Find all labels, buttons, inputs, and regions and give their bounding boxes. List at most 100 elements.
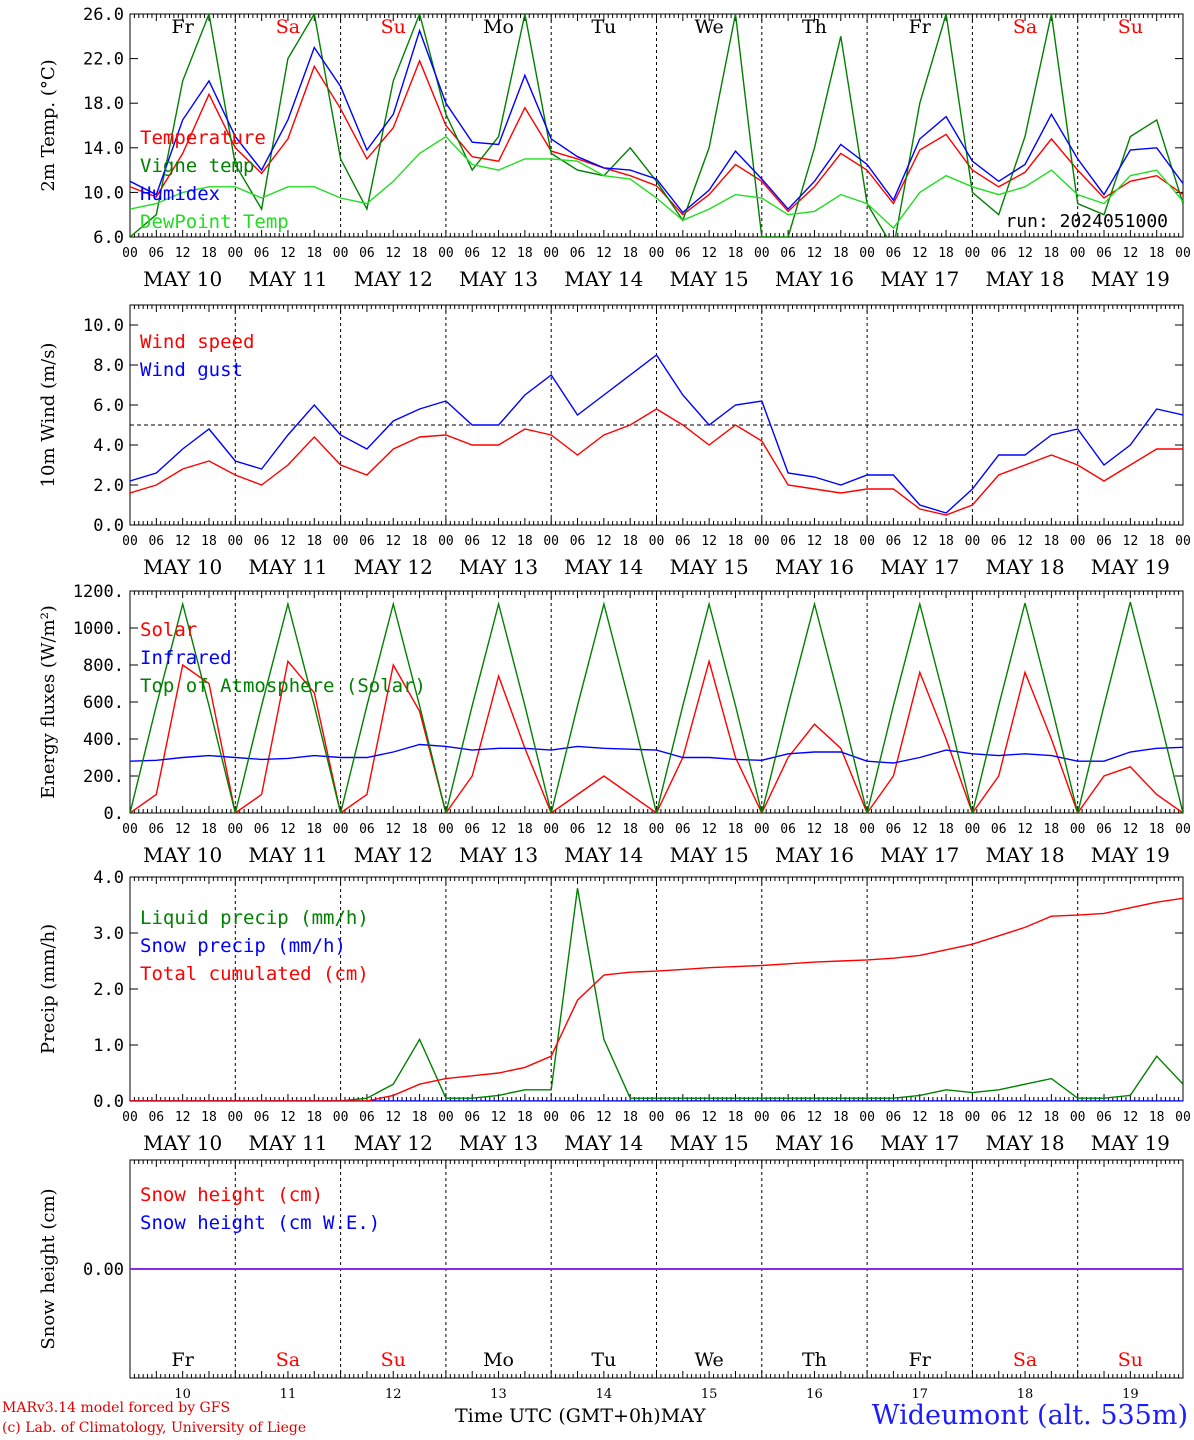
date-label: MAY 17 xyxy=(880,267,959,291)
hour-tick-label: 12 xyxy=(912,1110,928,1125)
hour-tick-label: 06 xyxy=(570,246,586,261)
date-label: MAY 16 xyxy=(775,843,854,867)
hour-tick-label: 00 xyxy=(649,822,665,837)
lab-credit-line: (c) Lab. of Climatology, University of L… xyxy=(2,1420,307,1436)
hour-tick-label: 18 xyxy=(412,1110,428,1125)
hour-tick-label: 00 xyxy=(122,246,138,261)
y-tick-label: 14.0 xyxy=(83,139,124,159)
hour-tick-label: 06 xyxy=(254,822,270,837)
hour-tick-label: 00 xyxy=(543,246,559,261)
hour-tick-label: 18 xyxy=(201,246,217,261)
series-line-total-cumulated-cm- xyxy=(130,897,1183,1101)
hour-tick-label: 12 xyxy=(807,534,823,549)
date-label: MAY 10 xyxy=(143,267,222,291)
date-label: MAY 14 xyxy=(564,1131,643,1155)
hour-tick-label: 06 xyxy=(464,534,480,549)
weekday-label: Su xyxy=(1118,1349,1143,1371)
hour-tick-label: 12 xyxy=(491,822,507,837)
hour-tick-label: 00 xyxy=(754,246,770,261)
hour-tick-label: 00 xyxy=(227,1110,243,1125)
hour-tick-label: 12 xyxy=(596,246,612,261)
series-line-liquid-precip-mm-h- xyxy=(130,888,1183,1101)
y-tick-label: 0.0 xyxy=(93,1092,124,1112)
day-number-label: 13 xyxy=(490,1387,507,1402)
weekday-label: Th xyxy=(802,16,827,38)
hour-tick-label: 06 xyxy=(675,1110,691,1125)
hour-tick-label: 12 xyxy=(491,534,507,549)
hour-tick-label: 12 xyxy=(596,822,612,837)
hour-tick-label: 00 xyxy=(333,246,349,261)
hour-tick-label: 12 xyxy=(701,822,717,837)
y-tick-label: 400. xyxy=(83,730,124,750)
series-line-infrared xyxy=(130,743,1183,764)
hour-tick-label: 00 xyxy=(649,534,665,549)
day-number-label: 17 xyxy=(911,1387,928,1402)
hour-tick-label: 12 xyxy=(807,1110,823,1125)
hour-tick-label: 06 xyxy=(148,822,164,837)
legend-entry: Solar xyxy=(140,619,197,641)
legend-entry: Snow precip (mm/h) xyxy=(140,935,346,957)
hour-tick-label: 18 xyxy=(517,246,533,261)
y-axis-label: Snow height (cm) xyxy=(38,1188,59,1349)
hour-tick-label: 12 xyxy=(175,822,191,837)
date-label: MAY 17 xyxy=(880,555,959,579)
hour-tick-label: 12 xyxy=(280,822,296,837)
hour-tick-label: 06 xyxy=(991,1110,1007,1125)
weekday-label: Th xyxy=(802,1349,827,1371)
hour-tick-label: 18 xyxy=(1044,246,1060,261)
hour-tick-label: 18 xyxy=(938,246,954,261)
day-number-label: 14 xyxy=(596,1387,613,1402)
hour-tick-label: 18 xyxy=(938,822,954,837)
legend-entry: Top of Atmosphere (Solar) xyxy=(140,675,426,697)
hour-tick-label: 12 xyxy=(1017,822,1033,837)
date-label: MAY 16 xyxy=(775,267,854,291)
weekday-label: Sa xyxy=(1013,1349,1037,1371)
hour-tick-label: 12 xyxy=(1017,534,1033,549)
weekday-label: Fr xyxy=(172,1349,195,1371)
hour-tick-label: 18 xyxy=(728,534,744,549)
series-line-humidex xyxy=(130,28,1183,214)
date-label: MAY 14 xyxy=(564,843,643,867)
hour-tick-label: 06 xyxy=(570,534,586,549)
hour-tick-label: 06 xyxy=(254,246,270,261)
hour-tick-label: 18 xyxy=(306,534,322,549)
date-label: MAY 11 xyxy=(248,843,327,867)
hour-tick-label: 18 xyxy=(306,1110,322,1125)
hour-tick-label: 18 xyxy=(306,246,322,261)
hour-tick-label: 00 xyxy=(438,534,454,549)
date-label: MAY 16 xyxy=(775,555,854,579)
hour-tick-label: 06 xyxy=(148,1110,164,1125)
model-credit-line: MARv3.14 model forced by GFS xyxy=(2,1400,231,1416)
hour-tick-label: 00 xyxy=(754,1110,770,1125)
y-tick-label: 4.0 xyxy=(93,436,124,456)
date-label: MAY 18 xyxy=(985,267,1064,291)
hour-tick-label: 06 xyxy=(991,822,1007,837)
day-number-label: 12 xyxy=(385,1387,402,1402)
hour-tick-label: 12 xyxy=(385,822,401,837)
hour-tick-label: 06 xyxy=(675,246,691,261)
hour-tick-label: 00 xyxy=(1070,1110,1086,1125)
hour-tick-label: 12 xyxy=(807,822,823,837)
hour-tick-label: 18 xyxy=(412,246,428,261)
hour-tick-label: 00 xyxy=(333,1110,349,1125)
legend-entry: Humidex xyxy=(140,183,220,205)
hour-tick-label: 18 xyxy=(938,534,954,549)
hour-tick-label: 12 xyxy=(1123,822,1139,837)
hour-tick-label: 00 xyxy=(859,534,875,549)
y-tick-label: 2.0 xyxy=(93,476,124,496)
day-number-label: 11 xyxy=(280,1387,297,1402)
hour-tick-label: 06 xyxy=(148,246,164,261)
y-tick-label: 22.0 xyxy=(83,50,124,70)
legend-entry: Vigne temp xyxy=(140,155,254,177)
time-axis-label: Time UTC (GMT+0h)MAY xyxy=(455,1405,706,1427)
hour-tick-label: 00 xyxy=(543,1110,559,1125)
hour-tick-label: 00 xyxy=(754,822,770,837)
hour-tick-label: 00 xyxy=(1175,534,1191,549)
hour-tick-label: 18 xyxy=(1044,534,1060,549)
y-tick-label: 18.0 xyxy=(83,94,124,114)
hour-tick-label: 06 xyxy=(991,534,1007,549)
hour-tick-label: 12 xyxy=(1017,1110,1033,1125)
hour-tick-label: 18 xyxy=(517,534,533,549)
hour-tick-label: 06 xyxy=(359,822,375,837)
hour-tick-label: 00 xyxy=(122,1110,138,1125)
